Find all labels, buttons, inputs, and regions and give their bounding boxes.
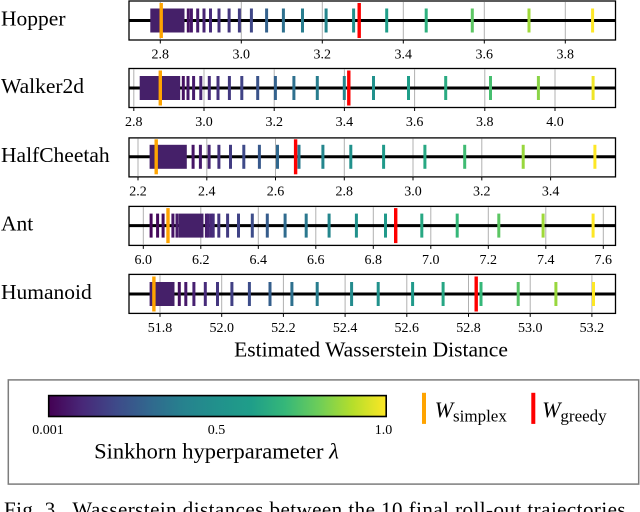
svg-text:3.0: 3.0 bbox=[233, 47, 251, 62]
svg-text:7.2: 7.2 bbox=[480, 253, 498, 268]
svg-text:Ant: Ant bbox=[1, 212, 33, 236]
svg-text:2.4: 2.4 bbox=[198, 184, 216, 199]
svg-text:4.0: 4.0 bbox=[546, 115, 564, 130]
svg-text:2.8: 2.8 bbox=[125, 115, 143, 130]
svg-text:53.0: 53.0 bbox=[518, 321, 543, 336]
svg-text:3.6: 3.6 bbox=[476, 47, 494, 62]
svg-text:Hopper: Hopper bbox=[1, 7, 65, 31]
svg-text:0.001: 0.001 bbox=[32, 423, 64, 438]
svg-text:3.8: 3.8 bbox=[476, 115, 494, 130]
svg-text:Estimated Wasserstein Distance: Estimated Wasserstein Distance bbox=[234, 338, 508, 362]
svg-text:7.0: 7.0 bbox=[422, 253, 440, 268]
svg-text:52.2: 52.2 bbox=[271, 321, 296, 336]
svg-text:6.0: 6.0 bbox=[135, 253, 153, 268]
svg-text:6.2: 6.2 bbox=[192, 253, 210, 268]
svg-text:2.2: 2.2 bbox=[129, 184, 147, 199]
svg-text:2.8: 2.8 bbox=[336, 184, 354, 199]
svg-text:52.8: 52.8 bbox=[456, 321, 481, 336]
svg-text:52.6: 52.6 bbox=[395, 321, 420, 336]
svg-text:0.5: 0.5 bbox=[208, 423, 226, 438]
svg-text:51.8: 51.8 bbox=[148, 321, 173, 336]
svg-text:3.8: 3.8 bbox=[557, 47, 575, 62]
svg-text:3.4: 3.4 bbox=[395, 47, 413, 62]
svg-text:52.0: 52.0 bbox=[209, 321, 234, 336]
svg-text:Sinkhorn hyperparameter λ: Sinkhorn hyperparameter λ bbox=[94, 439, 339, 464]
svg-text:3.4: 3.4 bbox=[542, 184, 560, 199]
svg-text:2.6: 2.6 bbox=[267, 184, 285, 199]
svg-text:Fig. 3. Wasserstein distances: Fig. 3. Wasserstein distances between th… bbox=[4, 497, 626, 512]
svg-text:3.2: 3.2 bbox=[473, 184, 491, 199]
svg-text:Walker2d: Walker2d bbox=[1, 74, 84, 98]
svg-text:3.2: 3.2 bbox=[314, 47, 332, 62]
svg-text:6.8: 6.8 bbox=[365, 253, 383, 268]
svg-text:1.0: 1.0 bbox=[375, 423, 393, 438]
svg-text:53.2: 53.2 bbox=[580, 321, 605, 336]
svg-text:3.6: 3.6 bbox=[406, 115, 424, 130]
svg-text:6.4: 6.4 bbox=[250, 253, 268, 268]
svg-text:2.8: 2.8 bbox=[152, 47, 170, 62]
svg-text:3.0: 3.0 bbox=[404, 184, 422, 199]
svg-text:6.6: 6.6 bbox=[307, 253, 325, 268]
svg-text:3.2: 3.2 bbox=[265, 115, 283, 130]
svg-text:Humanoid: Humanoid bbox=[1, 280, 92, 304]
svg-text:3.0: 3.0 bbox=[195, 115, 213, 130]
svg-text:52.4: 52.4 bbox=[333, 321, 358, 336]
svg-text:7.4: 7.4 bbox=[537, 253, 555, 268]
svg-text:3.4: 3.4 bbox=[336, 115, 354, 130]
svg-text:HalfCheetah: HalfCheetah bbox=[1, 143, 110, 167]
svg-text:7.6: 7.6 bbox=[595, 253, 613, 268]
